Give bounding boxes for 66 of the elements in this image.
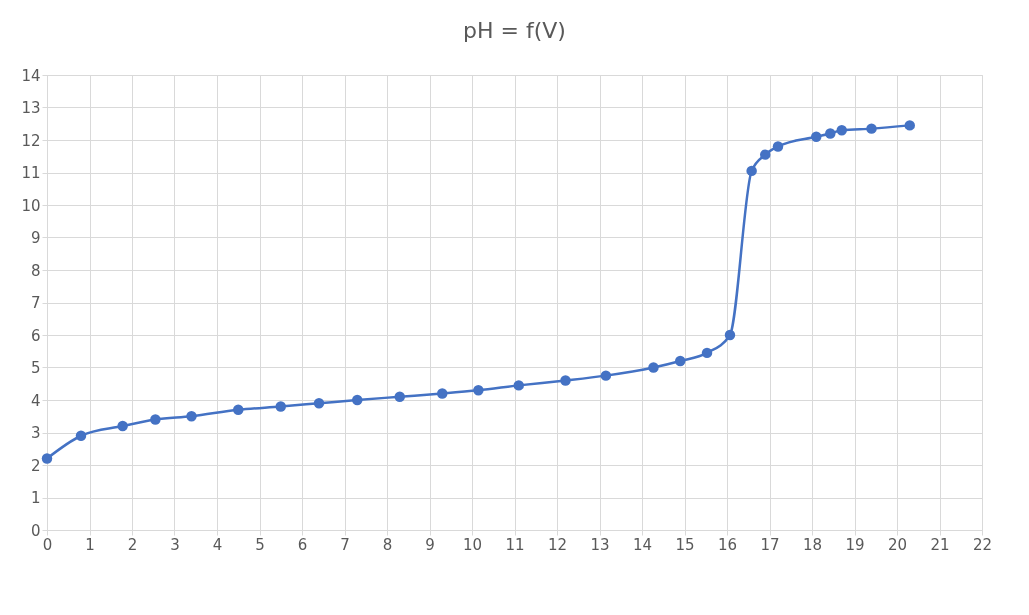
x-tick-label: 2	[127, 535, 138, 554]
x-tick-label: 10	[462, 535, 483, 554]
point	[117, 420, 128, 432]
point	[233, 404, 244, 415]
y-tick-label: 3	[30, 424, 41, 442]
point	[701, 347, 713, 359]
point	[866, 123, 877, 134]
x-tick-label: 8	[382, 535, 393, 554]
y-tick-label: 5	[30, 359, 41, 377]
y-tick-label: 0	[30, 521, 41, 540]
x-tick-label: 7	[340, 535, 350, 554]
y-tick-label: 12	[21, 131, 41, 150]
point	[746, 165, 757, 177]
y-tick-label: 7	[30, 294, 41, 312]
x-tick-label: 13	[590, 535, 610, 554]
point	[560, 375, 571, 386]
point	[186, 411, 197, 422]
x-tick-label: 12	[547, 535, 568, 554]
x-tick-label: 22	[972, 535, 993, 554]
y-tick-label: 14	[21, 66, 41, 85]
point	[600, 370, 612, 381]
point	[648, 362, 659, 373]
y-tick-label: 10	[21, 196, 41, 215]
point	[394, 391, 405, 402]
x-tick-label: 16	[717, 535, 738, 554]
y-tick-label: 1	[30, 489, 41, 507]
point	[904, 120, 915, 131]
x-tick-label: 0	[42, 535, 53, 554]
y-tick-label: 9	[30, 229, 41, 247]
point	[836, 125, 847, 136]
x-tick-label: 14	[632, 535, 653, 554]
x-tick-label: 20	[887, 535, 908, 554]
y-tick-label: 11	[21, 164, 41, 182]
point	[760, 149, 771, 160]
x-tick-label: 5	[255, 535, 265, 554]
x-tick-label: 9	[425, 535, 435, 554]
x-tick-label: 21	[930, 535, 950, 554]
point	[313, 398, 325, 409]
point	[150, 414, 161, 425]
y-tick-label: 6	[30, 326, 41, 345]
x-tick-label: 18	[802, 535, 823, 554]
point	[675, 355, 686, 367]
x-tick-label: 17	[760, 535, 780, 554]
x-tick-label: 1	[85, 535, 95, 554]
point	[352, 394, 363, 406]
point	[75, 430, 87, 441]
x-tick-label: 19	[845, 535, 865, 554]
x-tick-label: 11	[505, 535, 525, 554]
point	[811, 131, 822, 142]
x-tick-label: 3	[170, 535, 180, 554]
point	[275, 401, 286, 412]
y-tick-label: 4	[30, 391, 41, 410]
point	[41, 453, 53, 464]
point	[772, 141, 784, 152]
point	[437, 388, 448, 399]
y-tick-label: 13	[21, 99, 41, 117]
point	[513, 380, 524, 391]
point	[724, 329, 736, 341]
y-tick-label: 8	[30, 261, 41, 280]
y-tick-label: 2	[30, 456, 41, 475]
point	[473, 385, 484, 396]
point	[825, 128, 836, 139]
x-tick-label: 4	[212, 535, 223, 554]
x-tick-label: 15	[675, 535, 695, 554]
x-tick-label: 6	[297, 535, 308, 554]
chart-title: pH = f(V)	[463, 18, 566, 43]
